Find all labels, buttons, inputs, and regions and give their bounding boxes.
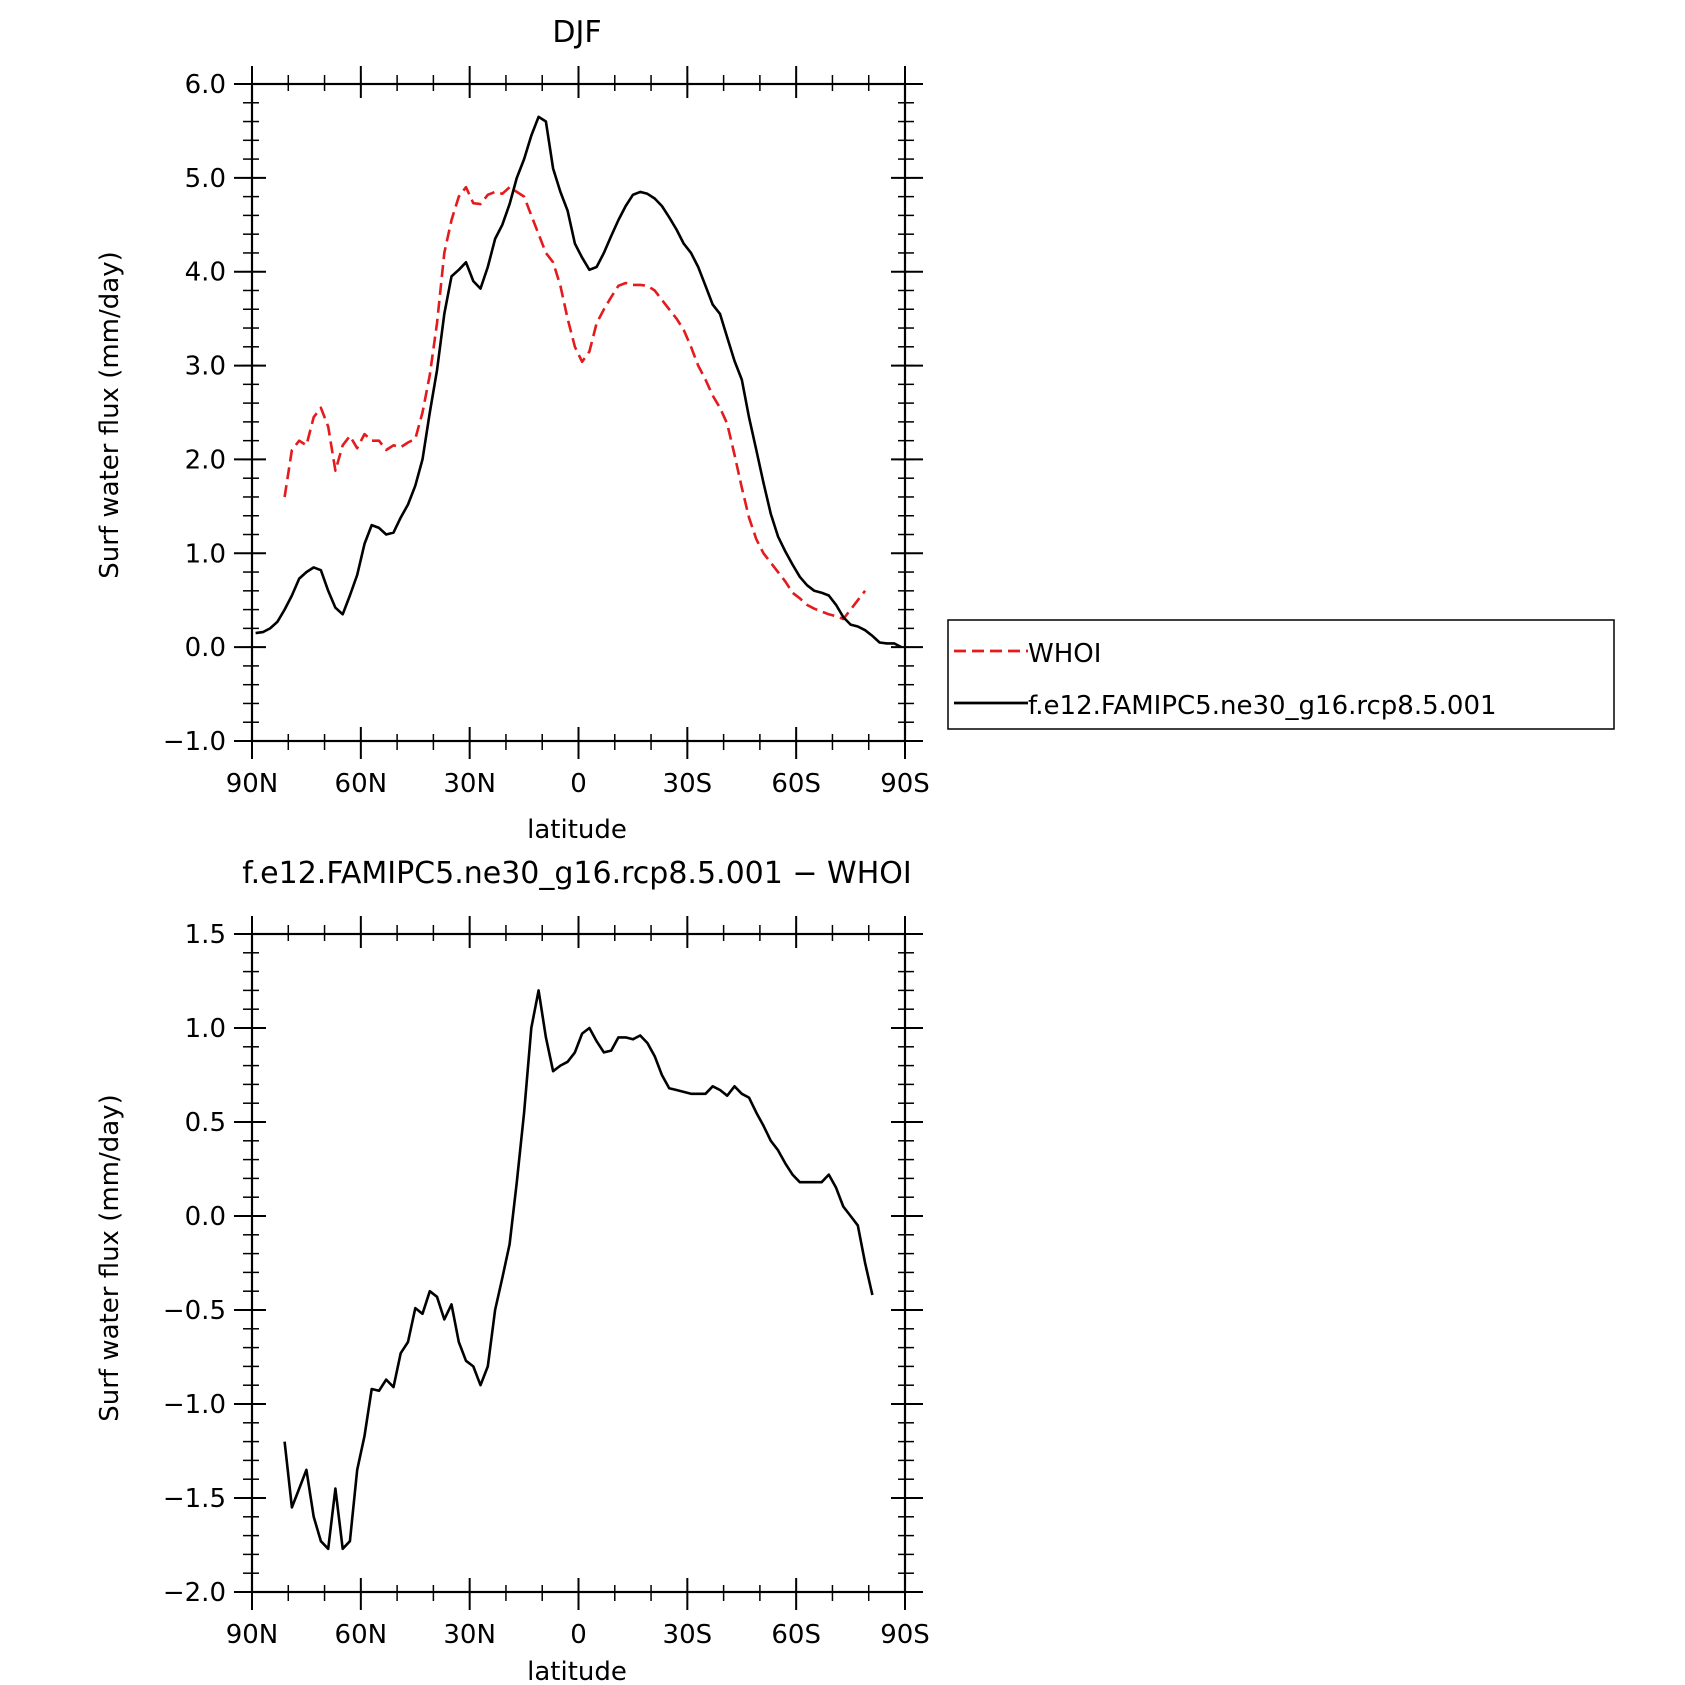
y-tick-label: 6.0: [185, 70, 226, 100]
x-tick-label: 60N: [335, 1620, 388, 1650]
x-tick-label: 90N: [226, 769, 279, 799]
top-chart-title: DJF: [552, 15, 601, 50]
y-tick-label: −0.5: [163, 1296, 226, 1326]
y-tick-label: 0.0: [185, 1202, 226, 1232]
y-tick-label: −2.0: [163, 1578, 226, 1608]
y-tick-label: 2.0: [185, 445, 226, 475]
bottom-y-axis-title: Surf water flux (mm/day): [95, 1094, 125, 1421]
y-tick-label: 4.0: [185, 258, 226, 288]
x-tick-label: 30N: [443, 1620, 496, 1650]
bottom-x-axis-title: latitude: [527, 1657, 627, 1685]
plot-frame: [250, 82, 907, 743]
series-line-model: [255, 115, 902, 649]
x-tick-label: 90N: [226, 1620, 279, 1650]
y-tick-label: −1.0: [163, 1390, 226, 1420]
y-tick-label: 5.0: [185, 164, 226, 194]
y-tick-label: −1.0: [163, 727, 226, 757]
y-tick-label: 1.5: [185, 920, 226, 950]
legend-box: [947, 619, 1615, 730]
series-line-whoi: [283, 185, 867, 621]
x-tick-label: 30S: [663, 1620, 713, 1650]
y-tick-label: 0.0: [185, 633, 226, 663]
y-tick-label: 3.0: [185, 352, 226, 382]
legend: WHOI f.e12.FAMIPC5.ne30_g16.rcp8.5.001: [947, 619, 1615, 730]
x-tick-label: 90S: [880, 1620, 930, 1650]
y-tick-label: 1.0: [185, 1014, 226, 1044]
x-tick-label: 0: [570, 769, 587, 799]
x-tick-label: 0: [570, 1620, 587, 1650]
y-tick-label: 1.0: [185, 539, 226, 569]
x-tick-label: 90S: [880, 769, 930, 799]
series-line-difference: [283, 989, 874, 1551]
difference-panel: f.e12.FAMIPC5.ne30_g16.rcp8.5.001 − WHOI…: [95, 856, 930, 1685]
x-tick-label: 30S: [663, 769, 713, 799]
x-tick-label: 60S: [771, 769, 821, 799]
top-x-axis-title: latitude: [527, 815, 627, 845]
plot-frame: [250, 932, 907, 1594]
x-tick-label: 30N: [443, 769, 496, 799]
djf-panel: DJF Surf water flux (mm/day) latitude 6.…: [95, 15, 930, 845]
y-tick-label: 0.5: [185, 1108, 226, 1138]
top-y-axis-title: Surf water flux (mm/day): [95, 251, 125, 578]
x-tick-label: 60S: [771, 1620, 821, 1650]
legend-label-whoi: WHOI: [1028, 639, 1101, 669]
y-tick-label: −1.5: [163, 1484, 226, 1514]
x-tick-label: 60N: [335, 769, 388, 799]
bottom-chart-title: f.e12.FAMIPC5.ne30_g16.rcp8.5.001 − WHOI: [242, 856, 912, 891]
legend-label-model: f.e12.FAMIPC5.ne30_g16.rcp8.5.001: [1028, 691, 1497, 721]
